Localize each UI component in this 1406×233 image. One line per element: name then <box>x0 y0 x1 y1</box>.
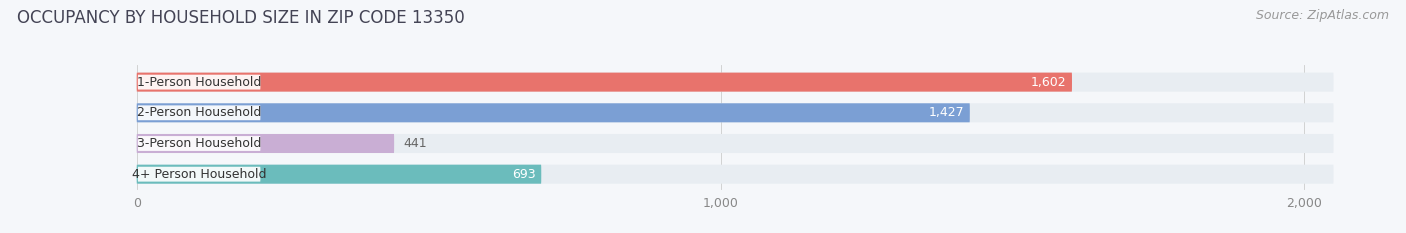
Text: 441: 441 <box>404 137 426 150</box>
Text: 1-Person Household: 1-Person Household <box>136 76 262 89</box>
Text: 2-Person Household: 2-Person Household <box>136 106 262 119</box>
FancyBboxPatch shape <box>136 103 970 122</box>
Text: 693: 693 <box>512 168 536 181</box>
Text: 1,427: 1,427 <box>928 106 965 119</box>
FancyBboxPatch shape <box>138 75 260 89</box>
FancyBboxPatch shape <box>136 103 1333 122</box>
FancyBboxPatch shape <box>138 136 260 151</box>
Text: Source: ZipAtlas.com: Source: ZipAtlas.com <box>1256 9 1389 22</box>
FancyBboxPatch shape <box>136 73 1071 92</box>
FancyBboxPatch shape <box>136 134 1333 153</box>
Text: OCCUPANCY BY HOUSEHOLD SIZE IN ZIP CODE 13350: OCCUPANCY BY HOUSEHOLD SIZE IN ZIP CODE … <box>17 9 464 27</box>
FancyBboxPatch shape <box>136 134 394 153</box>
Text: 1,602: 1,602 <box>1031 76 1066 89</box>
FancyBboxPatch shape <box>136 73 1333 92</box>
FancyBboxPatch shape <box>138 167 260 182</box>
FancyBboxPatch shape <box>136 165 541 184</box>
FancyBboxPatch shape <box>138 105 260 120</box>
FancyBboxPatch shape <box>136 165 1333 184</box>
Text: 3-Person Household: 3-Person Household <box>136 137 262 150</box>
Text: 4+ Person Household: 4+ Person Household <box>132 168 266 181</box>
